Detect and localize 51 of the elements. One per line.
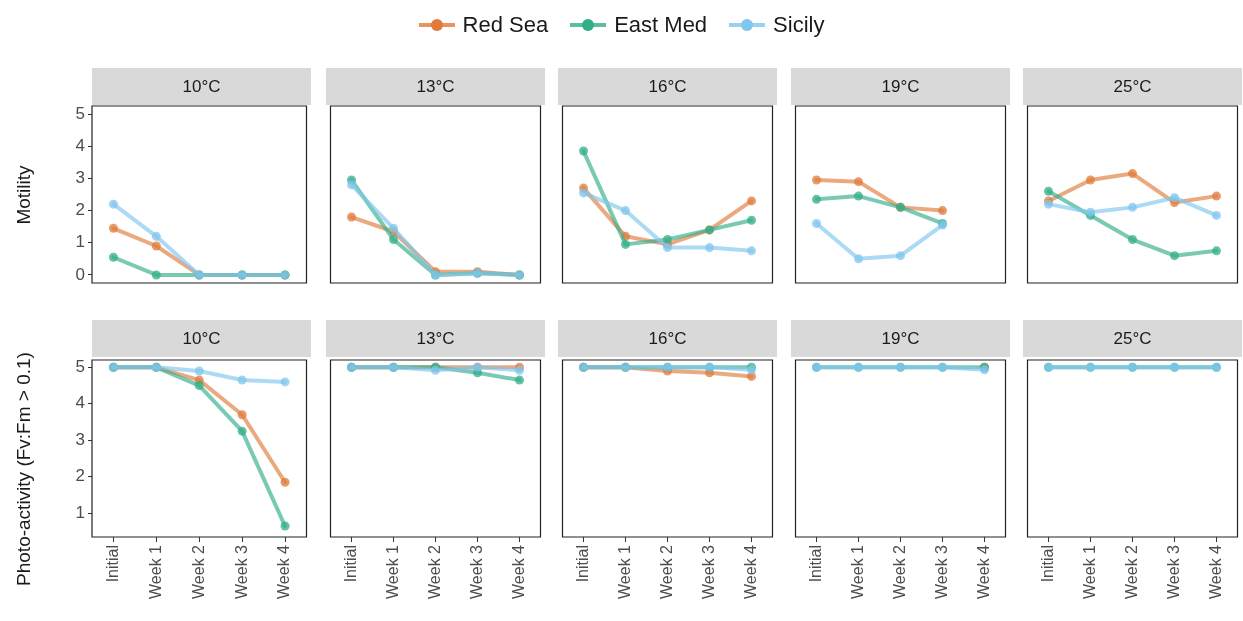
x-tick-label: Week 2 xyxy=(657,544,675,599)
x-tick-label: Initial xyxy=(341,545,359,583)
chart-title: 19°C xyxy=(791,320,1010,357)
chart-title: 16°C xyxy=(558,68,777,105)
y-tick-label: 0 xyxy=(75,264,85,284)
y-axis-title: Motility xyxy=(13,164,35,225)
x-tick-label: Week 4 xyxy=(275,544,293,599)
x-tick-label: Initial xyxy=(806,545,824,583)
x-tick-label: Initial xyxy=(573,545,591,583)
legend-label: Sicily xyxy=(773,12,825,38)
y-tick-label: 5 xyxy=(75,356,85,376)
y-tick-label: 1 xyxy=(75,502,85,522)
y-tick-label: 4 xyxy=(75,135,85,155)
x-tick-label: Week 4 xyxy=(1206,544,1224,599)
x-tick-label: Initial xyxy=(1038,545,1056,583)
x-tick-label: Week 3 xyxy=(699,544,717,599)
chart-title: 13°C xyxy=(326,320,545,357)
x-tick-label: Week 4 xyxy=(974,544,992,599)
y-tick-label: 2 xyxy=(75,200,85,220)
x-tick-label: Week 2 xyxy=(189,544,207,599)
y-tick-label: 3 xyxy=(75,168,85,188)
x-tick-label: Week 1 xyxy=(848,544,866,599)
y-tick-label: 4 xyxy=(75,393,85,413)
legend-label: East Med xyxy=(614,12,708,38)
x-tick-label: Week 3 xyxy=(1164,544,1182,599)
x-tick-label: Initial xyxy=(103,545,121,583)
x-tick-label: Week 1 xyxy=(615,544,633,599)
chart-title: 13°C xyxy=(326,68,545,105)
legend-label: Red Sea xyxy=(462,12,549,38)
chart-title: 25°C xyxy=(1023,320,1242,357)
chart-title: 25°C xyxy=(1023,68,1242,105)
x-tick-label: Week 3 xyxy=(932,544,950,599)
x-tick-label: Week 3 xyxy=(467,544,485,599)
x-tick-label: Week 4 xyxy=(741,544,759,599)
x-tick-label: Week 2 xyxy=(890,544,908,599)
chart-title: 19°C xyxy=(791,68,1010,105)
x-tick-label: Week 2 xyxy=(1122,544,1140,599)
y-tick-label: 3 xyxy=(75,429,85,449)
x-tick-label: Week 3 xyxy=(232,544,250,599)
x-tick-label: Week 4 xyxy=(509,544,527,599)
x-tick-label: Week 1 xyxy=(1080,544,1098,599)
x-tick-label: Week 2 xyxy=(425,544,443,599)
y-tick-label: 5 xyxy=(75,103,85,123)
chart-title: 16°C xyxy=(558,320,777,357)
y-tick-label: 1 xyxy=(75,232,85,252)
y-tick-label: 2 xyxy=(75,466,85,486)
chart-title: 10°C xyxy=(92,320,311,357)
chart-title: 10°C xyxy=(92,68,311,105)
y-axis-title: Photo-activity (Fv:Fm > 0.1) xyxy=(13,351,35,586)
x-tick-label: Week 1 xyxy=(146,544,164,599)
x-tick-label: Week 1 xyxy=(383,544,401,599)
